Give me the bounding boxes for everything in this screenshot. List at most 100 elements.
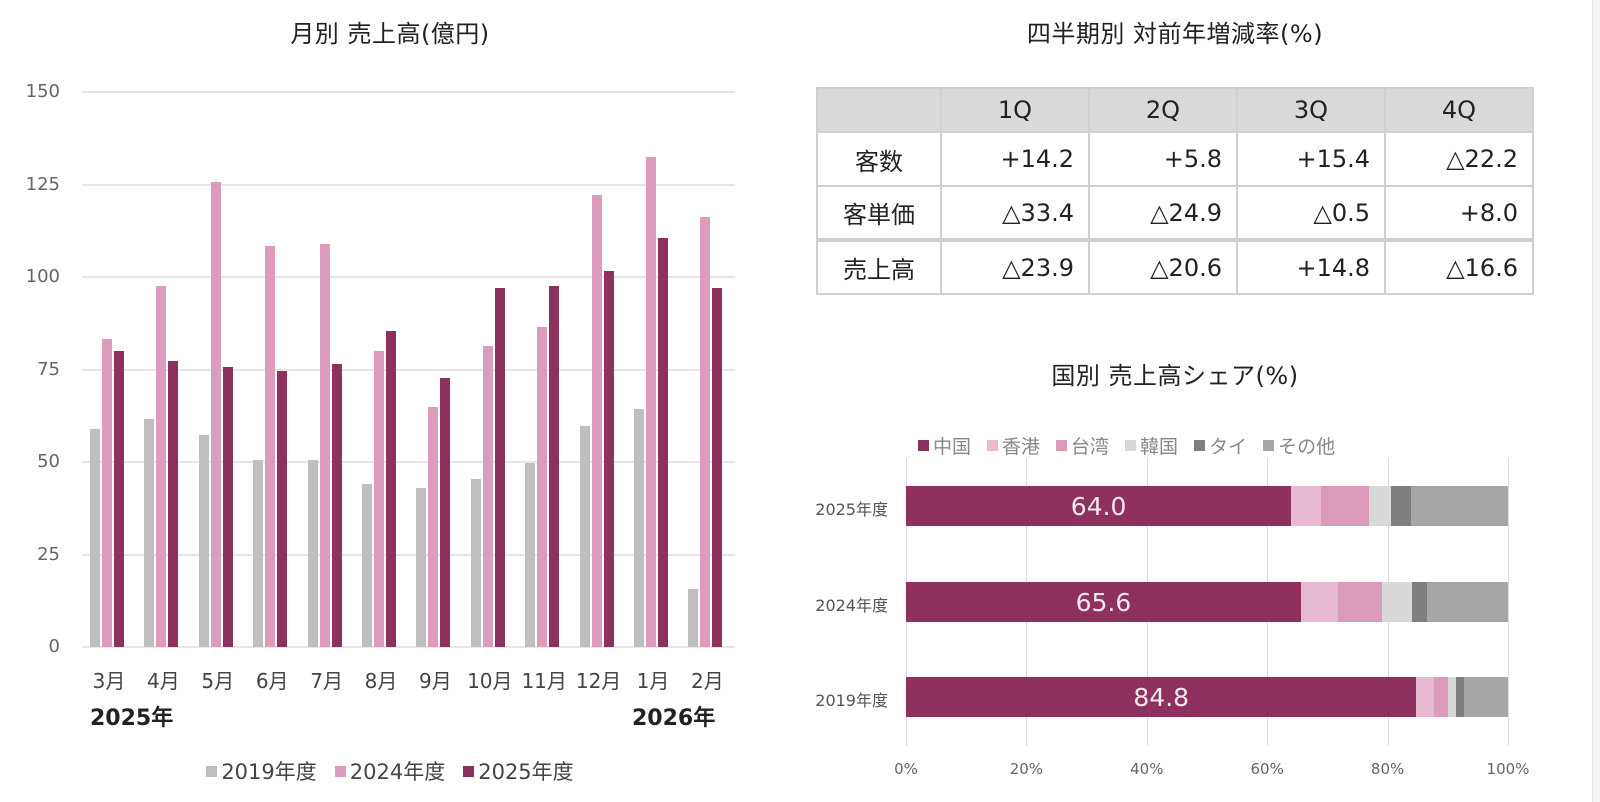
- legend-swatch-icon: [334, 765, 346, 777]
- bar: [362, 484, 372, 647]
- legend-label: 2024年度: [349, 760, 446, 784]
- legend-label: 2019年度: [221, 760, 317, 784]
- bar: [222, 366, 233, 647]
- x-tick-label: 8月: [364, 669, 398, 693]
- bar: [482, 346, 493, 647]
- bar: [549, 285, 560, 647]
- table-cell: △33.4: [940, 185, 1090, 241]
- legend-item-2024: 2024年度: [334, 756, 446, 786]
- bar: [603, 270, 614, 647]
- header-cell-1q: 1Q: [940, 87, 1090, 133]
- bar: [198, 434, 209, 647]
- legend-item: 韓国: [1125, 432, 1178, 459]
- bar-group: [688, 92, 742, 647]
- y-tick-label: 2019年度: [815, 691, 888, 710]
- gridline: [82, 646, 735, 648]
- data-label: 64.0: [1070, 492, 1127, 521]
- x-tick-label: 7月: [310, 669, 343, 693]
- legend-item: その他: [1263, 432, 1335, 459]
- legend-swatch-icon: [206, 765, 218, 777]
- bar-segment: [1464, 677, 1508, 717]
- legend-swatch-icon: [463, 765, 475, 777]
- x-tick-label: 10月: [467, 669, 513, 693]
- bar: [144, 419, 155, 647]
- bar-group: [525, 92, 579, 647]
- bar-segment: [1321, 486, 1369, 526]
- bar-segment: 84.8: [906, 677, 1417, 717]
- bar: [319, 243, 330, 647]
- x-tick-label: 4月: [147, 669, 180, 693]
- start-year-label: 2025年: [90, 706, 174, 731]
- bar: [525, 462, 536, 647]
- y-tick-label: 75: [37, 358, 60, 380]
- legend-swatch-icon: [918, 440, 929, 451]
- table-cell: △0.5: [1236, 185, 1386, 241]
- legend-label: 韓国: [1140, 436, 1179, 458]
- bar-segment: [1382, 582, 1413, 622]
- bar: [265, 245, 276, 647]
- stacked-bar: 84.8: [906, 677, 1508, 717]
- table-cell: +5.8: [1088, 131, 1238, 187]
- bar: [277, 370, 288, 647]
- bar-segment: [1416, 677, 1434, 717]
- legend-label: 香港: [1002, 436, 1041, 458]
- table-row: 客単価 △33.4 △24.9 △0.5 +8.0: [816, 185, 1534, 241]
- gridline: [82, 368, 735, 371]
- bar: [374, 351, 384, 647]
- row-label: 客単価: [816, 185, 942, 241]
- monthly-sales-title: 月別 売上高(億円): [290, 20, 490, 48]
- bar: [712, 288, 723, 647]
- bar: [156, 286, 167, 647]
- bar-group: [90, 92, 144, 647]
- legend-item: 香港: [987, 432, 1040, 459]
- header-cell-3q: 3Q: [1236, 87, 1386, 133]
- x-tick-label: 11月: [521, 669, 567, 693]
- bar-group: [634, 92, 688, 647]
- table-cell: +14.8: [1236, 238, 1386, 295]
- bar-segment: [1368, 486, 1392, 526]
- bar: [386, 331, 396, 647]
- bar: [579, 426, 590, 647]
- y-tick-label: 2025年度: [815, 500, 888, 519]
- row-label: 客数: [816, 131, 942, 187]
- x-tick-label: 3月: [92, 669, 126, 693]
- table-cell: △16.6: [1384, 238, 1534, 295]
- bar-segment: [1391, 486, 1412, 526]
- legend-label: タイ: [1209, 436, 1248, 458]
- gridline: [82, 276, 735, 278]
- table-cell: △20.6: [1088, 238, 1238, 295]
- bar: [210, 182, 221, 647]
- y-tick-label: 150: [25, 81, 60, 102]
- legend-swatch-icon: [1125, 440, 1137, 451]
- row-label: 売上高: [816, 238, 942, 295]
- stacked-bar: 65.6: [906, 582, 1508, 622]
- legend-item: タイ: [1194, 432, 1247, 459]
- bar-segment: [1300, 582, 1339, 622]
- gridline: [82, 183, 735, 186]
- x-tick-label: 12月: [575, 669, 622, 693]
- x-tick-label: 9月: [419, 669, 452, 693]
- table-cell: +15.4: [1236, 131, 1386, 187]
- x-tick-label: 60%: [1250, 760, 1284, 778]
- bar: [470, 479, 481, 647]
- table-cell: △22.2: [1384, 131, 1534, 187]
- legend-item: 台湾: [1056, 432, 1109, 459]
- table-row: 売上高 △23.9 △20.6 +14.8 △16.6: [816, 238, 1534, 295]
- bar-group: [579, 92, 634, 647]
- gridline: [82, 553, 735, 556]
- table-cell: +8.0: [1384, 185, 1534, 241]
- x-tick-label: 5月: [201, 669, 235, 693]
- monthly-legend: 2019年度 2024年度 2025年度: [0, 756, 780, 786]
- x-tick-label: 40%: [1130, 760, 1164, 778]
- bar-group: [198, 92, 253, 647]
- legend-item: 中国: [918, 432, 971, 459]
- y-tick-label: 100: [25, 266, 60, 287]
- bar-segment: [1433, 677, 1449, 717]
- gridline: [82, 91, 735, 93]
- bar: [428, 406, 439, 647]
- table-header-row: 1Q 2Q 3Q 4Q: [816, 87, 1534, 133]
- y-tick-label: 50: [37, 451, 60, 472]
- legend-label: 台湾: [1071, 436, 1110, 458]
- plot-area: [82, 91, 735, 648]
- x-tick-label: 1月: [636, 669, 670, 693]
